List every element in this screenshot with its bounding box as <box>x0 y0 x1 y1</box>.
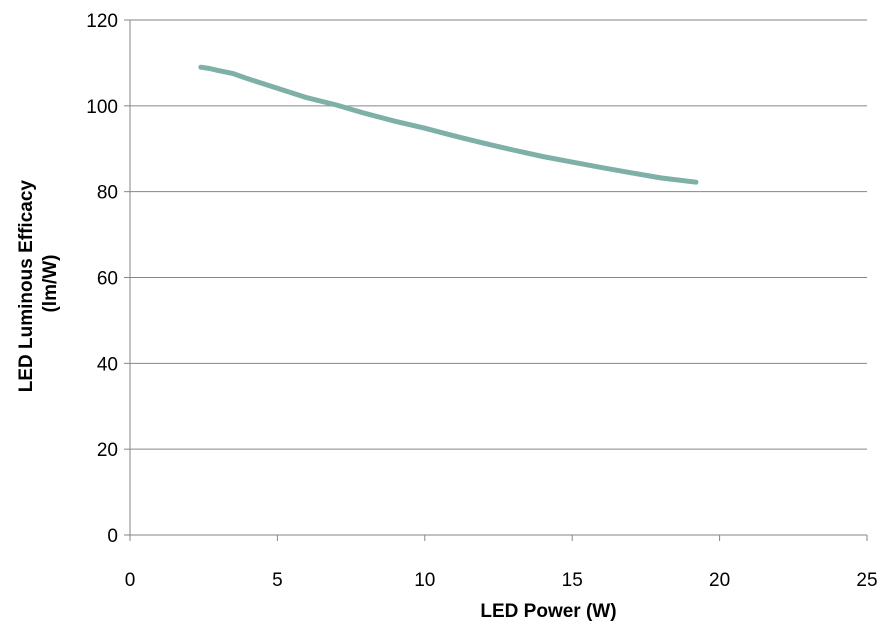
x-tick-label-15: 15 <box>562 570 583 591</box>
y-tick-label-100: 100 <box>86 97 118 118</box>
gridlines <box>130 19 867 450</box>
x-tick-label-20: 20 <box>709 570 730 591</box>
y-axis-title: LED Luminous Efficacy (lm/W) <box>16 175 61 392</box>
x-tick-label-0: 0 <box>125 570 136 591</box>
y-tick-label-20: 20 <box>97 440 118 461</box>
y-tick-label-80: 80 <box>97 183 118 204</box>
y-tick-label-40: 40 <box>97 354 118 375</box>
y-tick-label-120: 120 <box>86 11 118 32</box>
y-axis-title-line-1: LED Luminous Efficacy <box>16 180 37 393</box>
x-tick-label-5: 5 <box>272 570 283 591</box>
x-tick-label-10: 10 <box>414 570 435 591</box>
y-tick-label-60: 60 <box>97 269 118 290</box>
y-tick-label-0: 0 <box>107 526 118 547</box>
axes <box>124 19 868 541</box>
series-line-0 <box>198 64 699 185</box>
axis-titles: LED Power (W) LED Luminous Efficacy (lm/… <box>16 175 617 622</box>
x-axis-title: LED Power (W) <box>480 601 616 622</box>
x-tick-label-25: 25 <box>856 570 877 591</box>
y-axis-title-line-2: (lm/W) <box>40 254 61 312</box>
tick-labels: 0 20 40 60 80 100 120 0 5 10 15 20 25 <box>86 11 877 591</box>
series-layer <box>198 64 699 185</box>
